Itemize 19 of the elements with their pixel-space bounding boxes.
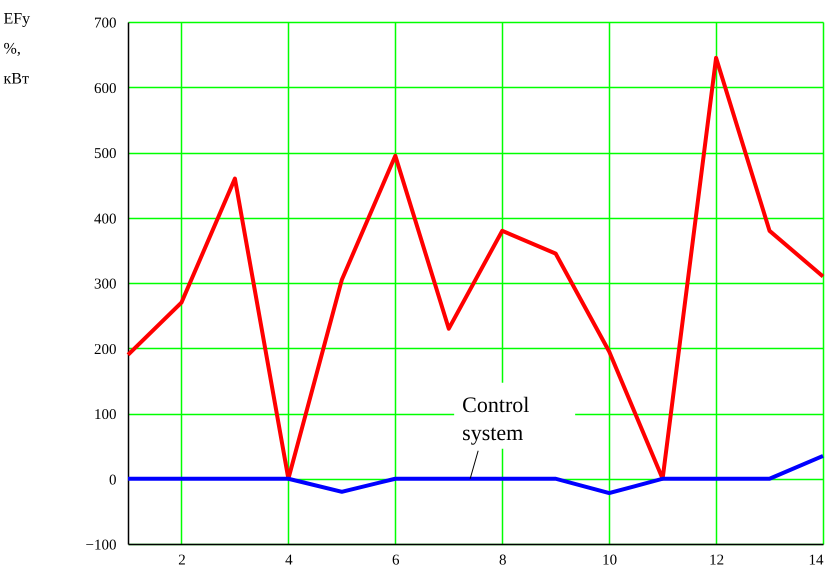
x-tick-label: 14 [808, 552, 824, 568]
x-tick-label: 12 [709, 552, 724, 568]
y-tick-label: 100 [94, 407, 116, 423]
line-series [126, 454, 825, 496]
y-axis-title: EFy %, кВт [4, 10, 30, 88]
y-tick-label: 300 [94, 276, 116, 292]
y-tick-label: 700 [94, 16, 116, 32]
x-tick-label: 6 [392, 552, 400, 568]
y-tick-label: −100 [86, 538, 116, 554]
x-tick-label: 4 [285, 552, 294, 568]
y-tick-label: 0 [109, 472, 116, 488]
y-tick-label: 200 [94, 342, 116, 358]
y-tick-label: 500 [94, 146, 116, 162]
x-tick-label: 8 [498, 552, 506, 568]
x-tick-label: 10 [602, 552, 618, 568]
y-tick-label: 600 [94, 80, 116, 97]
annotation: Control system [462, 392, 530, 445]
x-tick-label: 2 [178, 552, 186, 568]
y-tick-label: 400 [94, 211, 116, 228]
